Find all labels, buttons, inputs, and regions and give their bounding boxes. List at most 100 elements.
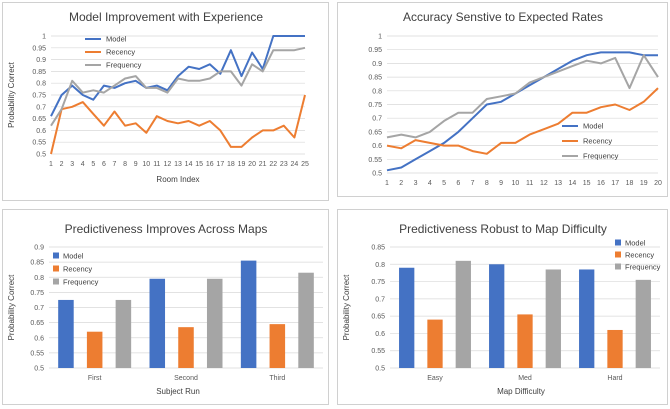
x-tick-label: 12	[164, 161, 172, 168]
x-tick-label: 6	[102, 161, 106, 168]
chart-panel-predictiveness-difficulty: Predictiveness Robust to Map Difficulty 0…	[337, 209, 668, 405]
legend-label-recency: Recency	[625, 251, 654, 260]
chart-title: Accuracy Senstive to Expected Rates	[403, 10, 603, 24]
bar-recency-first	[86, 331, 103, 368]
y-tick-label: 0.5	[375, 366, 385, 373]
chart-predictiveness-maps: Predictiveness Improves Across Maps 0.5 0.…	[7, 222, 323, 396]
x-tick-label: 10	[511, 180, 519, 187]
y-tick-label: 0.85	[368, 75, 382, 82]
x-tick-label: 17	[216, 161, 224, 168]
y-tick-label: 0.6	[36, 128, 46, 135]
y-tick-label: 0.7	[372, 116, 382, 123]
bar-model-first	[58, 299, 74, 368]
y-tick-label: 0.85	[32, 69, 46, 76]
y-axis-label: Probability Correct	[7, 274, 16, 341]
y-tick-label: 0.65	[32, 116, 46, 123]
y-tick-label: 0.5	[36, 152, 46, 159]
series-line-model	[50, 35, 305, 117]
legend-label-frequency: Frequency	[63, 278, 99, 287]
series-line-recency	[386, 87, 659, 155]
bar-frequency-first	[115, 299, 132, 368]
y-tick-label: 0.75	[32, 93, 46, 100]
y-tick-label: 0.9	[36, 57, 46, 64]
legend-swatch-model	[53, 252, 59, 259]
x-tick-label: 4	[81, 161, 85, 168]
x-tick-label: 14	[569, 180, 577, 187]
x-tick-label: Third	[269, 375, 285, 382]
y-tick-label: 0.75	[368, 102, 382, 109]
legend-label-model: Model	[63, 252, 84, 261]
legend-label-recency: Recency	[63, 265, 92, 274]
series-line-model	[386, 51, 658, 172]
legend-swatch-model	[615, 239, 621, 246]
bar-model-second	[149, 278, 166, 368]
legend-swatch-frequency	[615, 263, 621, 270]
bar-model-easy	[399, 267, 415, 368]
x-tick-label: 6	[456, 180, 460, 187]
y-tick-label: 0.8	[36, 81, 46, 88]
y-tick-label: 0.9	[34, 245, 44, 252]
y-tick-label: 0.65	[368, 129, 382, 136]
x-tick-label: 22	[269, 161, 277, 168]
x-tick-label: 4	[428, 180, 432, 187]
y-tick-label: 0.8	[34, 275, 44, 282]
x-tick-label: 3	[70, 161, 74, 168]
x-tick-label: 16	[597, 180, 605, 187]
x-tick-label: 3	[414, 180, 418, 187]
y-tick-label: 0.75	[30, 290, 44, 297]
y-tick-label: 0.8	[372, 88, 382, 95]
chart-title: Predictiveness Improves Across Maps	[65, 222, 268, 236]
x-tick-label: 18	[626, 180, 634, 187]
bar-model-third	[240, 260, 257, 368]
chart-predictiveness-difficulty: Predictiveness Robust to Map Difficulty 0…	[342, 222, 661, 396]
x-tick-label: 2	[399, 180, 403, 187]
x-tick-label: 10	[142, 161, 150, 168]
x-tick-label: 11	[153, 161, 160, 168]
bar-recency-third	[269, 324, 286, 368]
y-tick-label: 0.7	[36, 104, 46, 111]
x-tick-label: 25	[301, 161, 309, 168]
chart-accuracy-sensitive: Accuracy Senstive to Expected Rates 0.5 0.…	[368, 10, 662, 187]
y-axis-label: Probability Correct	[342, 274, 351, 341]
y-tick-label: 0.65	[371, 314, 385, 321]
chart-panel-accuracy-sensitive: Accuracy Senstive to Expected Rates 0.5 0.…	[337, 2, 668, 197]
legend-swatch-recency	[615, 251, 621, 258]
x-tick-label: 9	[499, 180, 503, 187]
legend-swatch-recency	[53, 265, 59, 272]
x-tick-label: 16	[206, 161, 214, 168]
bar-frequency-easy	[455, 260, 471, 368]
bar-frequency-second	[206, 278, 223, 368]
x-tick-label: 15	[583, 180, 591, 187]
legend-label-frequency: Frequency	[106, 61, 142, 70]
y-tick-label: 0.85	[371, 245, 385, 252]
bar-frequency-med	[545, 269, 561, 368]
bar-recency-second	[178, 327, 194, 368]
x-tick-label: 1	[385, 180, 389, 187]
x-tick-label: 20	[248, 161, 256, 168]
legend-label-frequency: Frequency	[625, 263, 661, 272]
y-tick-label: 0.65	[30, 320, 44, 327]
series-line-frequency	[50, 46, 306, 127]
x-tick-label: 23	[280, 161, 288, 168]
x-tick-label: 19	[238, 161, 246, 168]
legend-label-recency: Recency	[583, 137, 612, 146]
x-tick-label: 7	[113, 161, 117, 168]
y-tick-label: 0.75	[371, 279, 385, 286]
x-tick-label: Med	[518, 375, 532, 382]
y-tick-label: 0.55	[32, 140, 46, 147]
x-tick-label: 13	[174, 161, 182, 168]
chart-panel-model-improvement: Model Improvement with Experience 0.5 0.55…	[2, 2, 329, 201]
legend-swatch-frequency	[53, 278, 59, 285]
chart-model-improvement: Model Improvement with Experience 0.5 0.55…	[7, 10, 309, 184]
bar-frequency-hard	[635, 279, 651, 368]
bar-frequency-third	[298, 272, 314, 368]
y-tick-label: 0.55	[371, 348, 385, 355]
x-tick-label: 13	[554, 180, 562, 187]
bar-recency-hard	[607, 329, 623, 368]
y-tick-label: 1	[378, 34, 382, 41]
y-tick-label: 0.95	[368, 47, 382, 54]
x-tick-label: 19	[640, 180, 648, 187]
legend-label-model: Model	[583, 122, 604, 131]
x-tick-label: Easy	[427, 375, 443, 382]
x-tick-label: 17	[611, 180, 619, 187]
